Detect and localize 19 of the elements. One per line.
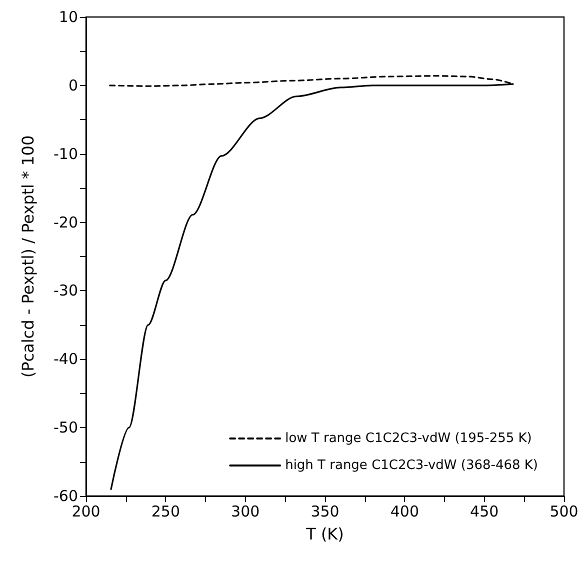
y-axis-title: (Pcalcd - Pexptl) / Pexptl * 100 (18, 135, 38, 378)
x-tick-label: 250 (151, 502, 180, 520)
y-tick-label: 10 (58, 8, 78, 26)
y-tick-label: -10 (54, 144, 78, 163)
legend-label: high T range C1C2C3-vdW (368-468 K) (285, 458, 538, 473)
x-tick-label: 400 (390, 502, 419, 520)
x-tick-label: 500 (550, 502, 578, 520)
y-tick-label: -30 (54, 282, 78, 300)
y-tick-label: -20 (54, 213, 78, 232)
x-tick-label: 350 (310, 502, 340, 520)
x-tick-label: 200 (72, 502, 100, 520)
y-tick-label: -40 (54, 350, 78, 368)
y-tick-label: -60 (54, 487, 78, 505)
x-axis-title: T (K) (305, 524, 344, 544)
x-tick-label: 450 (470, 502, 499, 520)
y-tick-label: -50 (54, 418, 78, 437)
legend-label: low T range C1C2C3-vdW (195-255 K) (285, 431, 532, 446)
y-tick-label: 0 (68, 76, 78, 94)
x-tick-label: 300 (231, 502, 260, 520)
